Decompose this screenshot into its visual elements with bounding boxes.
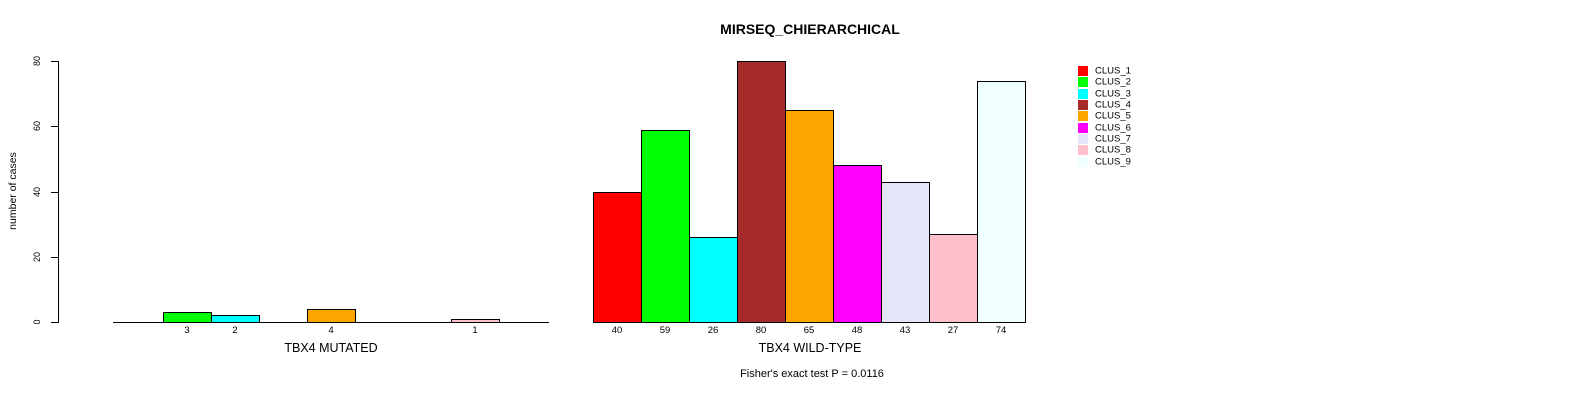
legend-label: CLUS_9 <box>1095 156 1131 168</box>
bar-value-label: 4 <box>328 325 334 336</box>
legend-swatch-clus_2 <box>1078 77 1088 88</box>
y-tick <box>51 126 58 128</box>
bar-value-label: 40 <box>611 325 623 336</box>
bar-clus_4-wild-type <box>737 61 786 323</box>
bar-value-label: 2 <box>232 325 238 336</box>
bar-clus_2-wild-type <box>641 129 690 323</box>
bar-value-label: 1 <box>472 325 478 336</box>
legend-swatch-clus_1 <box>1078 66 1088 76</box>
y-axis-title: number of cases <box>7 152 19 230</box>
legend-label: CLUS_5 <box>1095 110 1131 122</box>
legend-swatch-clus_7 <box>1078 133 1088 144</box>
legend-label: CLUS_3 <box>1095 88 1131 100</box>
legend-swatch-clus_9 <box>1078 156 1088 167</box>
bar-value-label: 27 <box>947 325 959 336</box>
legend-label: CLUS_6 <box>1095 122 1131 134</box>
bar-clus_9-wild-type <box>977 80 1026 323</box>
bar-clus_3-mutated <box>211 315 260 323</box>
x-axis-label-mutated: TBX4 MUTATED <box>284 341 378 355</box>
fisher-test-annotation: Fisher's exact test P = 0.0116 <box>740 368 884 380</box>
legend-label: CLUS_7 <box>1095 133 1131 145</box>
y-tick-label: 0 <box>32 319 42 325</box>
legend-swatch-clus_8 <box>1078 145 1088 156</box>
bar-clus_5-mutated <box>307 308 356 323</box>
y-tick-label: 20 <box>32 251 42 262</box>
y-tick <box>51 256 58 258</box>
bar-clus_8-mutated <box>451 318 500 323</box>
chart-title: MIRSEQ_CHIERARCHICAL <box>720 21 900 37</box>
bar-value-label: 48 <box>851 325 863 336</box>
bar-value-label: 43 <box>899 325 911 336</box>
bar-value-label: 3 <box>184 325 190 336</box>
legend-swatch-clus_3 <box>1078 88 1088 99</box>
y-tick <box>51 191 58 193</box>
x-axis-label-wild-type: TBX4 WILD-TYPE <box>758 341 862 355</box>
legend-label: CLUS_1 <box>1095 65 1131 77</box>
legend-swatch-clus_5 <box>1078 111 1088 122</box>
bar-value-label: 65 <box>803 325 815 336</box>
legend-label: CLUS_4 <box>1095 99 1131 111</box>
legend-swatch-clus_6 <box>1078 122 1088 133</box>
bar-clus_7-wild-type <box>881 181 930 323</box>
legend-swatch-clus_4 <box>1078 99 1088 110</box>
bar-value-label: 59 <box>659 325 671 336</box>
bar-value-label: 26 <box>707 325 719 336</box>
legend-label: CLUS_2 <box>1095 76 1131 88</box>
bar-clus_6-wild-type <box>833 165 882 323</box>
y-tick-label: 80 <box>32 55 42 67</box>
y-tick <box>51 61 58 62</box>
bar-value-label: 80 <box>755 325 767 336</box>
y-tick-label: 40 <box>32 186 42 197</box>
y-tick <box>51 322 58 323</box>
bar-clus_8-wild-type <box>929 233 978 323</box>
bar-clus_3-wild-type <box>689 237 738 323</box>
bar-clus_1-wild-type <box>593 191 642 323</box>
bar-clus_2-mutated <box>163 312 212 323</box>
y-tick-label: 60 <box>32 121 42 132</box>
bar-value-label: 74 <box>995 325 1007 336</box>
y-axis-line <box>58 61 59 323</box>
bar-clus_5-wild-type <box>785 109 834 323</box>
legend-label: CLUS_8 <box>1095 144 1131 156</box>
